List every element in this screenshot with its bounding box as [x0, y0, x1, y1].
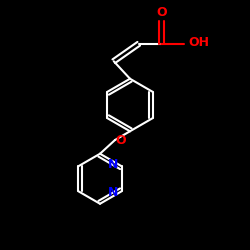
Text: N: N: [108, 186, 118, 199]
Text: O: O: [115, 134, 126, 146]
Text: N: N: [108, 158, 118, 172]
Text: OH: OH: [188, 36, 209, 49]
Text: O: O: [156, 6, 166, 19]
